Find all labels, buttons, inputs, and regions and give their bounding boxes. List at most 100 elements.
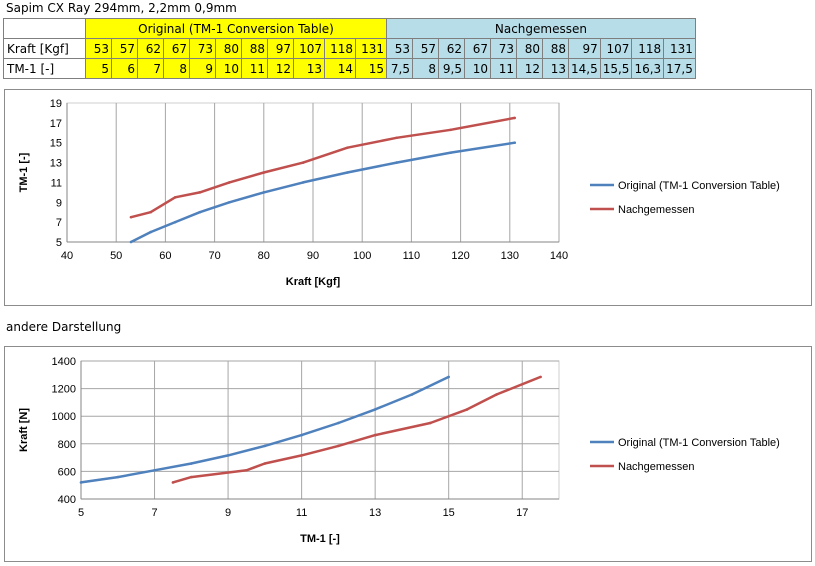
tm-measured-cell[interactable]: 8 [412, 58, 439, 79]
table-row-tm: TM-1 [-] 5 6 7 8 9 10 11 12 13 14 15 7,5 8 9,5 10 11 12 1… [3, 58, 696, 79]
chart-1-container[interactable]: 40 50 60 70 80 90 100 110 120 130 140 5 7 9 11 13 15 17 19… [4, 89, 812, 306]
x-tick-label: 50 [110, 250, 122, 262]
x-tick-label: 15 [443, 507, 455, 519]
series-2-point [149, 210, 152, 214]
y-tick-label: 13 [50, 158, 62, 170]
tm-original-cell[interactable]: 15 [355, 58, 387, 79]
kraft-measured-cell[interactable]: 118 [631, 38, 665, 59]
series-1-point [337, 421, 340, 425]
kraft-original-cell[interactable]: 73 [189, 38, 216, 59]
kraft-original-cell[interactable]: 57 [111, 38, 138, 59]
kraft-original-cell[interactable]: 67 [163, 38, 190, 59]
series-2-point [300, 454, 303, 457]
tm-measured-cell[interactable]: 12 [516, 58, 543, 79]
kraft-original-cell[interactable]: 118 [324, 38, 356, 59]
tm-original-cell[interactable]: 7 [137, 58, 164, 79]
kraft-measured-cell[interactable]: 107 [599, 38, 633, 59]
kraft-measured-cell[interactable]: 62 [438, 38, 465, 59]
tm-measured-cell[interactable]: 7,5 [386, 58, 413, 79]
row-label-tm[interactable]: TM-1 [-] [3, 58, 86, 79]
series-line-1 [80, 375, 450, 484]
kraft-measured-cell[interactable]: 80 [516, 38, 543, 59]
x-tick-label: 90 [307, 250, 319, 262]
tm-measured-cell[interactable]: 13 [542, 58, 569, 79]
series-2-point [373, 433, 377, 437]
tm-measured-cell[interactable]: 11 [490, 58, 517, 79]
tm-measured-cell[interactable]: 14,5 [568, 58, 601, 79]
section-label: andere Darstellung [6, 320, 122, 334]
x-tick-label: 17 [516, 507, 528, 519]
row-label-kraft[interactable]: Kraft [Kgf] [3, 38, 86, 59]
group-header-original[interactable]: Original (TM-1 Conversion Table) [85, 18, 387, 39]
chart-1-svg: 40 50 60 70 80 90 100 110 120 130 140 5 7 9 11 13 15 17 19… [18, 98, 780, 288]
kraft-measured-cell[interactable]: 131 [663, 38, 696, 59]
kraft-original-cell[interactable]: 62 [137, 38, 164, 59]
series-1-point [149, 230, 152, 234]
legend-label-1: Original (TM-1 Conversion Table) [618, 437, 780, 449]
tm-original-cell[interactable]: 14 [324, 58, 356, 79]
tm-original-cell[interactable]: 11 [241, 58, 268, 79]
kraft-original-cell[interactable]: 107 [293, 38, 325, 59]
series-2-point [395, 136, 398, 140]
tm-original-cell[interactable]: 9 [189, 58, 216, 79]
tm-measured-cell[interactable]: 9,5 [438, 58, 465, 79]
series-2-point [171, 481, 175, 484]
series-1-point [513, 141, 517, 145]
series-1-point [228, 200, 231, 204]
tm-measured-cell[interactable]: 17,5 [663, 58, 696, 79]
series-1-point [373, 408, 377, 411]
y-tick-label: 800 [58, 439, 76, 451]
y-tick-label: 400 [58, 494, 76, 506]
series-2-point [262, 171, 266, 174]
series-1-point [410, 393, 414, 396]
x-tick-label: 11 [296, 507, 307, 519]
series-2-point [301, 161, 305, 164]
kraft-measured-cell[interactable]: 88 [542, 38, 569, 59]
series-2-point [346, 146, 349, 149]
table-corner-cell[interactable] [3, 18, 86, 39]
y-tick-label: 7 [56, 217, 62, 229]
tm-original-cell[interactable]: 10 [215, 58, 242, 79]
series-1-point [116, 475, 120, 479]
tm-original-cell[interactable]: 12 [267, 58, 294, 79]
kraft-measured-cell[interactable]: 67 [464, 38, 491, 59]
series-1-point [79, 481, 83, 484]
legend-label-2: Nachgemessen [618, 204, 694, 216]
kraft-original-cell[interactable]: 97 [267, 38, 294, 59]
y-tick-label: 5 [56, 237, 62, 249]
series-1-point [190, 462, 193, 465]
chart-2-container[interactable]: 5 7 9 11 13 15 17 400 600 800 1000 1200 1400 TM-1 [-]… [4, 346, 812, 562]
y-tick-label: 11 [51, 177, 62, 189]
y-tick-label: 1000 [52, 411, 76, 423]
y-tick-label: 9 [56, 197, 62, 209]
tm-original-cell[interactable]: 5 [85, 58, 112, 79]
series-line-2 [130, 116, 515, 219]
sheet-title: Sapim CX Ray 294mm, 2,2mm 0,9mm [6, 1, 237, 15]
table-row-kraft: Kraft [Kgf] 53 57 62 67 73 80 88 97 107 118 131 53 5… [3, 38, 696, 59]
tm-original-cell[interactable]: 8 [163, 58, 190, 79]
tm-measured-cell[interactable]: 16,3 [631, 58, 665, 79]
kraft-measured-cell[interactable]: 53 [386, 38, 413, 59]
tm-measured-cell[interactable]: 10 [464, 58, 491, 79]
series-1-point [262, 191, 266, 194]
x-tick-label: 110 [403, 250, 421, 262]
data-table: Original (TM-1 Conversion Table) Nachgem… [3, 18, 696, 79]
series-2-point [263, 462, 267, 465]
kraft-measured-cell[interactable]: 73 [490, 38, 517, 59]
kraft-measured-cell[interactable]: 57 [412, 38, 439, 59]
series-1-point [301, 181, 305, 184]
tm-original-cell[interactable]: 6 [111, 58, 138, 79]
kraft-original-cell[interactable]: 88 [241, 38, 268, 59]
series-1-point [226, 454, 230, 457]
group-header-measured[interactable]: Nachgemessen [386, 18, 696, 39]
kraft-original-cell[interactable]: 80 [215, 38, 242, 59]
kraft-measured-cell[interactable]: 97 [568, 38, 601, 59]
series-2-point [465, 408, 469, 411]
tm-measured-cell[interactable]: 15,5 [599, 58, 633, 79]
series-2-point [245, 468, 248, 472]
y-tick-label: 19 [50, 98, 62, 110]
kraft-original-cell[interactable]: 131 [355, 38, 387, 59]
kraft-original-cell[interactable]: 53 [85, 38, 112, 59]
tm-original-cell[interactable]: 13 [293, 58, 325, 79]
x-tick-label: 100 [353, 250, 371, 262]
